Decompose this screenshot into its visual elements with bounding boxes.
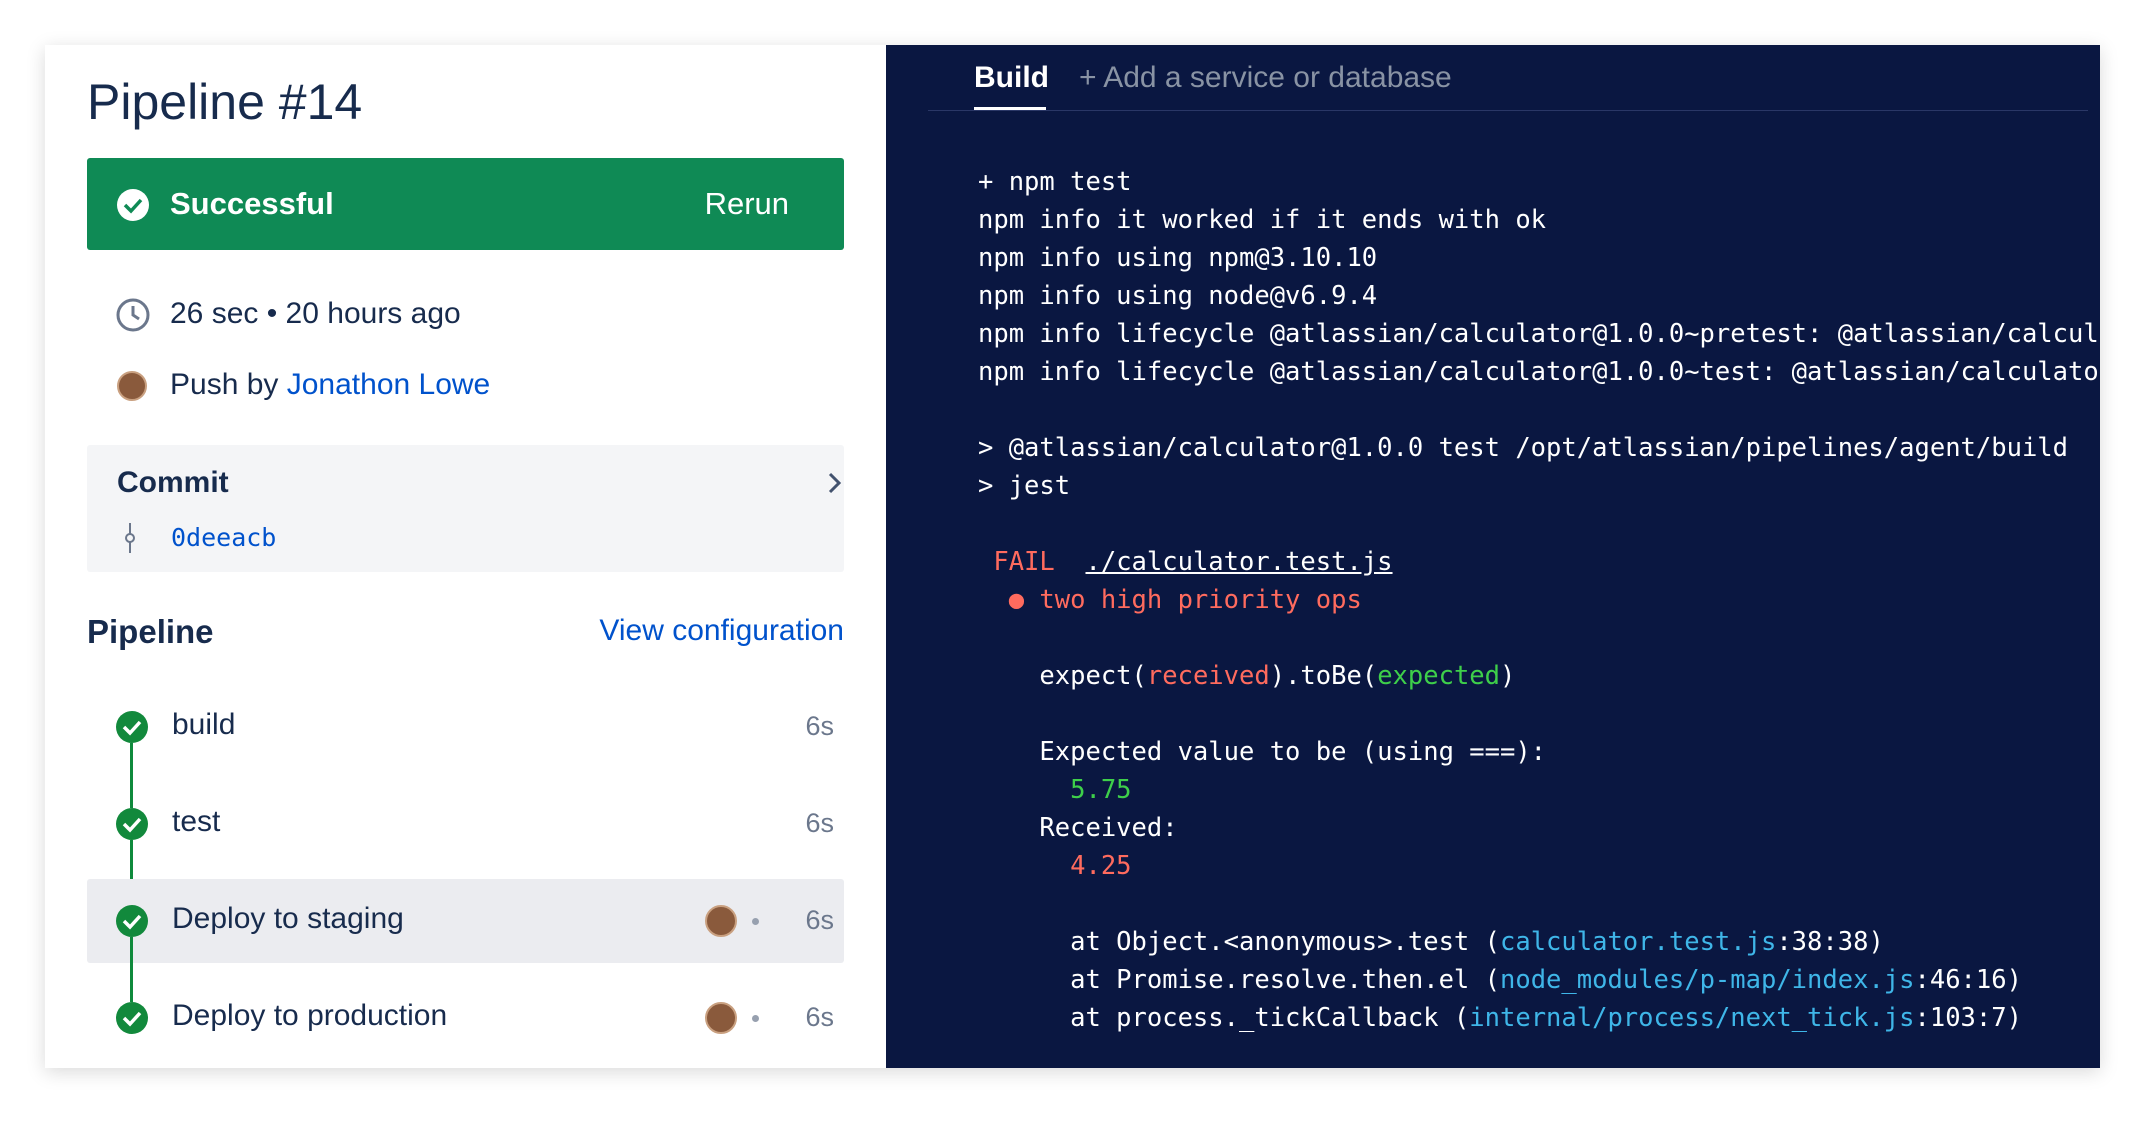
log-text: npm info using node@v6.9.4 xyxy=(978,281,1378,311)
step-avatar xyxy=(705,1002,737,1034)
log-text: ) xyxy=(1500,661,1516,691)
status-label: Successful xyxy=(170,186,334,221)
log-line: npm info lifecycle @atlassian/calculator… xyxy=(978,353,2100,391)
left-panel: Pipeline #14 Successful Rerun 26 sec • 2… xyxy=(45,45,886,1068)
log-text: 5.75 xyxy=(978,775,1132,805)
push-row: Push by Jonathon Lowe xyxy=(170,368,490,402)
log-line: npm info lifecycle @atlassian/calculator… xyxy=(978,315,2100,353)
step-duration: 6s xyxy=(805,1002,834,1032)
step-name[interactable]: Deploy to production xyxy=(172,999,448,1032)
log-text: calculator.test.js xyxy=(1499,927,1777,957)
pipeline-title: Pipeline xyxy=(87,613,214,650)
step-connector xyxy=(130,840,133,905)
log-text: ● two high priority ops xyxy=(978,585,1362,615)
log-text: :46:16) xyxy=(1914,965,2022,995)
log-line: Expected value to be (using ===): xyxy=(978,733,1546,771)
commit-box[interactable]: Commit 0deeacb xyxy=(87,445,844,572)
chevron xyxy=(828,472,842,494)
log-line: 5.75 xyxy=(978,771,1132,809)
avatar xyxy=(117,371,147,401)
log-text: > @atlassian/calculator@1.0.0 test /opt/… xyxy=(978,433,2069,463)
log-text: npm info it worked if it ends with ok xyxy=(978,205,1547,235)
clock-icon xyxy=(116,298,150,332)
log-text: npm info using npm@3.10.10 xyxy=(978,243,1378,273)
log-text: expected xyxy=(1377,661,1501,691)
log-text: at Object.<anonymous>.test ( xyxy=(978,927,1500,957)
commit-label: Commit xyxy=(117,466,229,499)
log-text: ).toBe( xyxy=(1269,661,1378,691)
log-line: npm info it worked if it ends with ok xyxy=(978,201,1546,239)
step-avatar xyxy=(705,905,737,937)
log-text: expect( xyxy=(978,661,1147,691)
log-text: received xyxy=(1146,661,1270,691)
step-duration: 6s xyxy=(805,711,834,741)
log-text: internal/process/next_tick.js xyxy=(1469,1003,1915,1033)
log-line: > @atlassian/calculator@1.0.0 test /opt/… xyxy=(978,429,2068,467)
step-duration: 6s xyxy=(805,905,834,935)
timing: 26 sec • 20 hours ago xyxy=(170,297,461,330)
log-line: at Object.<anonymous>.test (calculator.t… xyxy=(978,923,1884,961)
tab-active[interactable]: Build xyxy=(974,61,1049,94)
log-line: at process._tickCallback (internal/proce… xyxy=(978,999,2022,1037)
step-status-icon xyxy=(115,1001,149,1035)
log-text: FAIL xyxy=(978,547,1055,577)
step-status-icon xyxy=(115,710,149,744)
log-line: + npm test xyxy=(978,163,1132,201)
step-connector xyxy=(130,937,133,1002)
log-text: > jest xyxy=(978,471,1071,501)
log-text: at Promise.resolve.then.el ( xyxy=(978,965,1500,995)
log-line: expect(received).toBe(expected) xyxy=(978,657,1515,695)
log-text xyxy=(1055,547,1086,577)
log-text: :38:38) xyxy=(1776,927,1884,957)
log-text: 4.25 xyxy=(978,851,1132,881)
log-text: + npm test xyxy=(978,167,1132,197)
push-prefix: Push by xyxy=(170,368,279,401)
step-dot xyxy=(752,918,759,925)
tab-underline xyxy=(974,107,1046,110)
view-config-link[interactable]: View configuration xyxy=(599,614,844,647)
log-text: at process._tickCallback ( xyxy=(978,1003,1470,1033)
log-text: node_modules/p-map/index.js xyxy=(1499,965,1915,995)
rerun-button[interactable]: Rerun xyxy=(704,186,789,221)
log-line: ● two high priority ops xyxy=(978,581,1362,619)
title: Pipeline #14 xyxy=(87,74,363,130)
log-text: Received: xyxy=(978,813,1178,843)
step-dot xyxy=(752,1015,759,1022)
log-line: npm info using npm@3.10.10 xyxy=(978,239,1377,277)
log-line: at Promise.resolve.then.el (node_modules… xyxy=(978,961,2022,999)
commit-hash[interactable]: 0deeacb xyxy=(171,523,277,552)
card: Pipeline #14 Successful Rerun 26 sec • 2… xyxy=(45,45,2100,1068)
step-connector xyxy=(130,743,133,808)
log-text: npm info lifecycle @atlassian/calculator… xyxy=(978,357,2100,387)
log-text[interactable]: ./calculator.test.js xyxy=(1085,547,1393,577)
status-bar: Successful Rerun xyxy=(87,158,844,250)
log-line: Received: xyxy=(978,809,1178,847)
log-line: npm info using node@v6.9.4 xyxy=(978,277,1377,315)
log-panel: Build + Add a service or database + npm … xyxy=(886,45,2100,1068)
tab-divider xyxy=(928,110,2088,111)
log-text: :103:7) xyxy=(1914,1003,2022,1033)
log-line: FAIL ./calculator.test.js xyxy=(978,543,1393,581)
tab-add[interactable]: + Add a service or database xyxy=(1079,61,1452,94)
commit-icon xyxy=(125,523,135,553)
step-status-icon xyxy=(115,904,149,938)
step-name[interactable]: build xyxy=(172,708,236,741)
step-duration: 6s xyxy=(805,808,834,838)
step-name[interactable]: test xyxy=(172,805,221,838)
check-icon xyxy=(117,189,149,221)
log-line: > jest xyxy=(978,467,1070,505)
log-text: Expected value to be (using ===): xyxy=(978,737,1547,767)
step-status-icon xyxy=(115,807,149,841)
log-text: npm info lifecycle @atlassian/calculator… xyxy=(978,319,2100,349)
step-name[interactable]: Deploy to staging xyxy=(172,902,404,935)
log-line: 4.25 xyxy=(978,847,1132,885)
author-link[interactable]: Jonathon Lowe xyxy=(286,368,491,401)
